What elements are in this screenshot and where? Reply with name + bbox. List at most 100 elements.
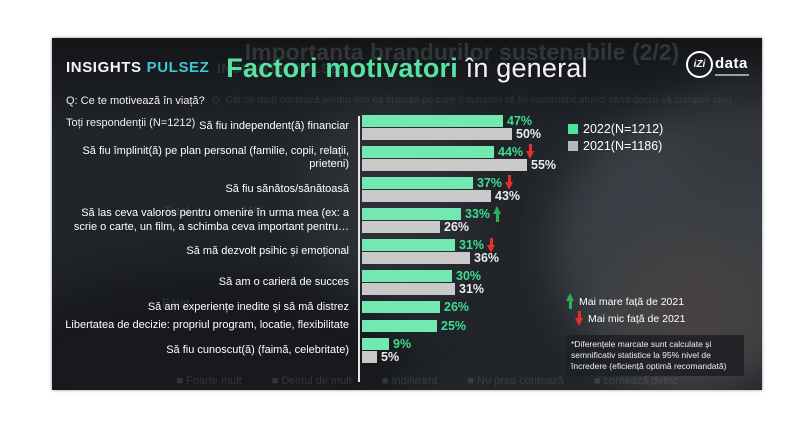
bar-group: 30% 31% [362,269,566,297]
legend-swatch-2022-icon [568,124,578,134]
bar-2022 [362,319,437,332]
trend-up-arrow-icon [493,205,502,222]
bar-group: 31% 36% [362,237,566,266]
header: INSIGHTS PULSEZ Factori motivatori în gen… [52,38,762,390]
izi-data-tagline [715,74,749,76]
slide-title-rest: în general [457,53,588,83]
value-2022: 26% [444,300,470,315]
bar-line-2022: 9% [362,336,566,351]
chart-axis-line [358,116,360,382]
bar-line-2021: 43% [362,188,566,203]
trend-down-arrow-icon [526,144,535,160]
arrow-legend-up-label: Mai mare față de 2021 [579,295,685,308]
bar-line-2021: 55% [362,158,566,172]
arrow-stem [490,237,494,246]
value-2021: 36% [474,251,500,266]
bar-2021 [362,127,512,140]
legend-item-2022: 2022(N=1212) [568,122,663,136]
bar-2021 [362,189,491,202]
trend-down-arrow-icon [487,237,496,253]
brand-word-insights: INSIGHTS [66,59,142,76]
bar-2022 [362,270,452,283]
significance-footnote: *Diferențele marcate sunt calculate și s… [566,335,744,377]
izi-data-wordmark: data [715,56,749,76]
bar-group: 9% 5% [362,336,566,364]
bar-line-2022: 37% [362,175,566,191]
legend-label-2022: 2022(N=1212) [583,122,664,136]
chart-rows: Să fiu independent(ă) financiar 47% 50% Să … [58,114,566,364]
category-label: Să am o carieră de succes [218,276,349,289]
bar-line-2021: 5% [362,350,566,364]
trend-down-arrow-icon [575,311,584,326]
value-2022: 25% [441,318,467,333]
bar-line-2022: 47% [362,114,566,128]
legend-item-2021: 2021(N=1186) [568,139,663,153]
arrow-legend: Mai mare față de 2021 Mai mic față de 20… [566,293,685,328]
category-label: Să fiu cunoscut(ă) (faimă, celebritate) [166,343,349,356]
chart-row: Să am o carieră de succes 30% 31% [58,269,566,297]
bar-line-2021: 50% [362,126,566,141]
chart-row: Să fiu sănătos/sănătoasă 37% 43% [58,175,566,203]
bar-group: 33% 26% [362,205,566,234]
slide: Importanta brandurilor sustenabile (2/2)… [52,38,762,390]
bar-line-2022: 44% [362,144,566,160]
category-label: Să fiu independent(ă) financiar [199,120,349,133]
value-2022: 33% [465,207,491,222]
bar-2022 [362,114,503,127]
category-label: Să mă dezvolt psihic și emoțional [186,245,349,258]
question-text: Q: Ce te motivează în viață? [66,95,205,107]
value-2022: 9% [393,336,412,351]
value-2021: 43% [495,188,521,203]
category-label: Să am experiențe inedite și să mă distre… [147,300,349,313]
category-label: Libertatea de decizie: propriul program,… [65,318,349,331]
bar-line-2021: 26% [362,220,566,234]
value-2022: 30% [456,269,482,284]
izi-data-text: data [715,55,748,72]
arrow-stem [508,175,512,184]
value-2022: 37% [477,175,503,190]
arrow-head [493,205,502,214]
category-label: Să fiu sănătos/sănătoasă [225,182,349,195]
bar-2022 [362,208,461,221]
bar-2021 [362,221,440,234]
arrow-legend-up-row: Mai mare față de 2021 [566,293,685,309]
bar-line-2022: 31% [362,237,566,253]
arrow-stem [529,144,533,153]
chart-row: Libertatea de decizie: propriul program,… [58,318,566,333]
arrow-stem [578,311,581,319]
bar-2022 [362,301,440,314]
izi-circle-icon: iZi [686,51,713,78]
value-2021: 31% [459,282,485,297]
series-legend: 2022(N=1212) 2021(N=1186) [568,122,663,156]
chart-row: Să mă dezvolt psihic și emoțional 31% 36% [58,237,566,266]
value-2022: 44% [498,144,524,159]
bar-line-2022: 30% [362,269,566,284]
bar-chart: Să fiu independent(ă) financiar 47% 50% Să … [58,114,566,386]
bar-line-2021: 36% [362,251,566,266]
bar-group: 47% 50% [362,114,566,141]
trend-up-arrow-icon [566,293,575,309]
base-text: Toți respondenții (N=1212) [66,117,196,129]
slide-title: Factori motivatori în general [52,53,762,84]
bar-line-2022: 33% [362,205,566,222]
value-2022: 31% [459,238,485,253]
category-label: Să las ceva valoros pentru omenire în ur… [73,207,349,233]
arrow-head [566,293,574,301]
arrow-head [487,244,496,253]
bar-2021 [362,252,470,265]
arrow-head [505,182,514,191]
chart-row: Să las ceva valoros pentru omenire în ur… [58,205,566,234]
chart-row: Să am experiențe inedite și să mă distre… [58,300,566,315]
bar-line-2021: 31% [362,282,566,297]
bar-2022 [362,145,494,158]
arrow-stem [569,301,572,309]
arrow-legend-down-row: Mai mic față de 2021 [575,311,685,326]
value-2021: 50% [516,126,542,141]
bar-2022 [362,239,455,252]
bar-group: 44% 55% [362,144,566,172]
izi-data-logo: iZi data [686,51,749,78]
chart-row: Să fiu împlinit(ă) pe plan personal (fam… [58,144,566,172]
legend-label-2021: 2021(N=1186) [583,139,663,153]
bar-line-2022: 26% [362,300,566,315]
